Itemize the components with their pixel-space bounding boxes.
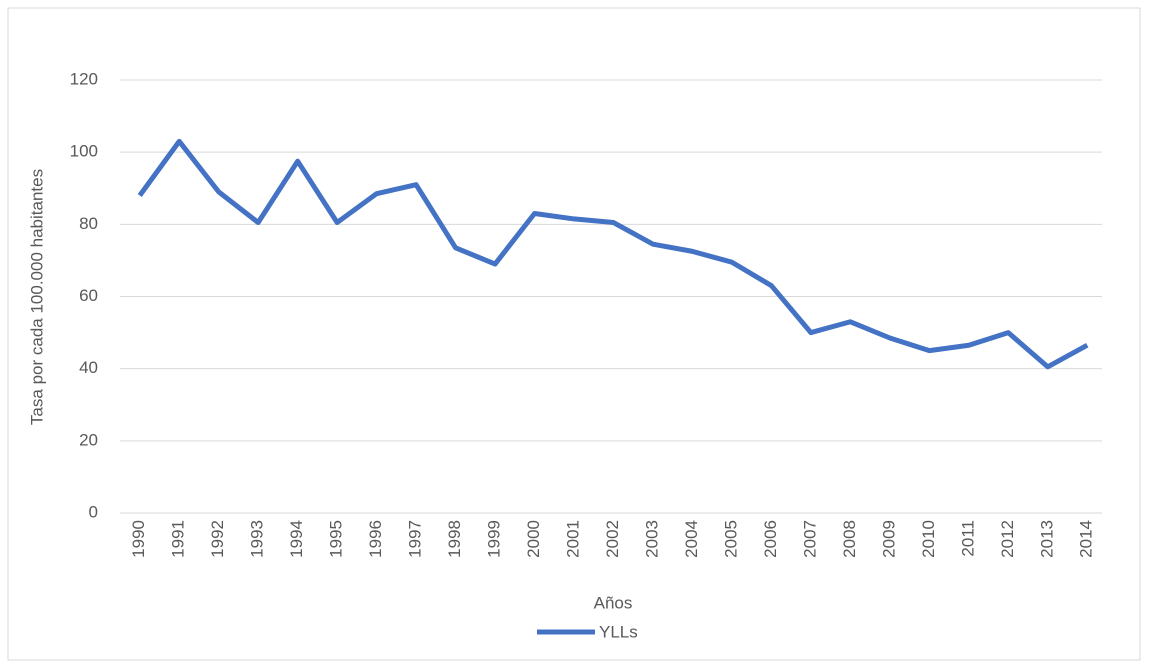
x-tick-label: 2006: [761, 520, 780, 558]
y-tick-label: 20: [79, 430, 98, 449]
x-tick-label: 1996: [366, 520, 385, 558]
legend-label: YLLs: [599, 622, 638, 641]
x-tick-label: 1997: [406, 520, 425, 558]
y-tick-label: 80: [79, 214, 98, 233]
x-tick-label: 1998: [445, 520, 464, 558]
x-tick-label: 2001: [564, 520, 583, 558]
x-tick-label: 2009: [879, 520, 898, 558]
x-tick-label: 1994: [287, 520, 306, 558]
chart-border: [7, 7, 1141, 661]
x-tick-label: 1999: [485, 520, 504, 558]
x-tick-label: 2002: [603, 520, 622, 558]
y-tick-label: 120: [70, 69, 98, 88]
x-tick-label: 2013: [1037, 520, 1056, 558]
x-tick-label: 1992: [208, 520, 227, 558]
x-axis-title: Años: [594, 593, 633, 612]
y-tick-label: 100: [70, 142, 98, 161]
x-tick-label: 1990: [129, 520, 148, 558]
x-tick-label: 1991: [169, 520, 188, 558]
y-tick-label: 60: [79, 286, 98, 305]
y-axis-title: Tasa por cada 100.000 habitantes: [27, 169, 46, 425]
x-tick-label: 2014: [1077, 520, 1096, 558]
data-line: [137, 138, 1089, 370]
y-tick-label: 40: [79, 358, 98, 377]
x-tick-label: 2004: [682, 520, 701, 558]
x-tick-label: 2011: [958, 520, 977, 557]
x-tick-label: 1995: [327, 520, 346, 558]
x-tick-label: 2000: [524, 520, 543, 558]
x-tick-label: 2012: [998, 520, 1017, 558]
x-tick-label: 1993: [248, 520, 267, 558]
x-tick-label: 2007: [800, 520, 819, 558]
y-tick-label: 0: [89, 502, 98, 521]
x-tick-label: 2005: [721, 520, 740, 558]
x-tick-label: 2010: [919, 520, 938, 558]
x-tick-label: 2003: [642, 520, 661, 558]
x-tick-label: 2008: [840, 520, 859, 558]
